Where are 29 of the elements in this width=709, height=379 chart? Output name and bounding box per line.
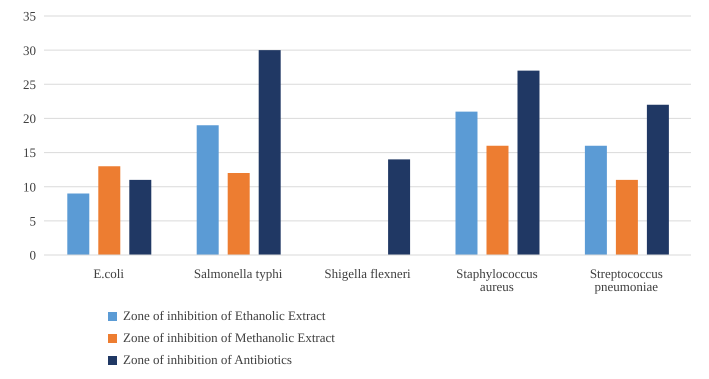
y-tick-label: 5 bbox=[30, 213, 36, 228]
y-tick-label: 0 bbox=[30, 248, 36, 263]
bar bbox=[98, 166, 120, 255]
bar bbox=[388, 159, 410, 255]
bar bbox=[67, 194, 90, 255]
y-tick-label: 35 bbox=[23, 8, 36, 24]
bar bbox=[258, 50, 281, 255]
bar bbox=[517, 70, 540, 255]
x-tick-label: Streptococcus pneumoniae bbox=[590, 266, 663, 294]
x-tick-label: Staphylococcus aureus bbox=[456, 266, 538, 294]
y-tick-label: 25 bbox=[23, 76, 36, 92]
y-tick-label: 30 bbox=[23, 42, 36, 58]
x-tick-label: E.coli bbox=[93, 266, 124, 282]
y-tick-label: 15 bbox=[23, 145, 36, 160]
legend-label: Zone of inhibition of Methanolic Extract bbox=[123, 329, 335, 347]
bar bbox=[486, 146, 508, 255]
y-tick-label: 20 bbox=[23, 111, 36, 126]
legend-label: Zone of inhibition of Antibiotics bbox=[123, 351, 292, 369]
bar bbox=[228, 173, 250, 255]
y-tick-label: 10 bbox=[23, 179, 36, 194]
bar bbox=[616, 180, 638, 255]
bar bbox=[196, 125, 219, 255]
bar bbox=[584, 146, 607, 255]
bar bbox=[455, 112, 478, 255]
bar bbox=[646, 104, 669, 255]
x-tick-label: Shigella flexneri bbox=[324, 266, 412, 282]
bar bbox=[129, 180, 152, 255]
x-tick-label: Salmonella typhi bbox=[194, 266, 283, 282]
legend-label: Zone of inhibition of Ethanolic Extract bbox=[123, 307, 326, 325]
